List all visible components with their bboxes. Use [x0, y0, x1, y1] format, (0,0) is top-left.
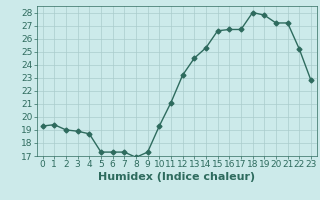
X-axis label: Humidex (Indice chaleur): Humidex (Indice chaleur) — [98, 172, 255, 182]
